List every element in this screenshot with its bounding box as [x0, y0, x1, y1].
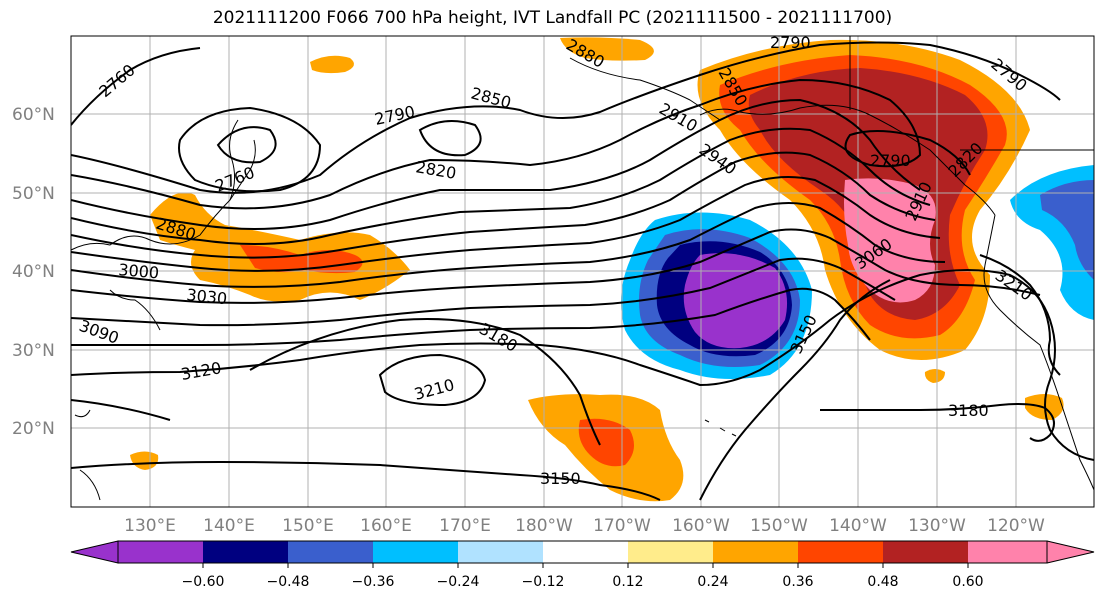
plot-frame [70, 35, 1095, 508]
latitude-label: 40°N [12, 262, 55, 282]
colorbar-tick-label: −0.12 [522, 574, 565, 590]
ivt-region-small-1 [130, 451, 159, 470]
coast-kamchatka [229, 139, 256, 201]
longitude-label: 140°E [203, 516, 255, 536]
longitude-label: 160°E [360, 516, 412, 536]
colorbar-segment [288, 541, 373, 563]
colorbar-tick-label: 0.48 [867, 574, 898, 590]
contour-2790-loop [178, 106, 322, 193]
contour-2790 [71, 41, 1061, 194]
colorbar-tick-label: 0.12 [612, 574, 643, 590]
ivt-region-top [560, 37, 654, 61]
contour-label: 2790 [770, 33, 811, 52]
longitude-label: 130°E [124, 516, 176, 536]
contour-label: 3000 [118, 260, 160, 282]
contour-2910 [71, 151, 936, 259]
colorbar-segment [543, 541, 628, 563]
colorbar-tick-label: 0.60 [952, 574, 983, 590]
colorbar-frame [117, 540, 1048, 564]
colorbar-segment [628, 541, 713, 563]
colorbar-tick-label: −0.48 [267, 574, 310, 590]
coast-hawaii [704, 419, 737, 437]
latitude-label: 20°N [12, 419, 55, 439]
contour-2760-nw [71, 47, 201, 126]
longitude-label: 120°W [987, 516, 1045, 536]
colorbar-tick-label: 0.36 [782, 574, 813, 590]
contour-3060 [71, 257, 896, 327]
contour-3090 [71, 287, 871, 347]
longitude-axis: 130°E 140°E 150°E 160°E 170°E 180°W 170°… [124, 516, 1045, 536]
latitude-label: 50°N [12, 184, 55, 204]
longitude-label: 170°W [593, 516, 651, 536]
contour-2880 [71, 127, 931, 245]
longitude-label: 170°E [439, 516, 491, 536]
contour-2940 [71, 176, 941, 272]
longitude-label: 160°W [672, 516, 730, 536]
longitude-label: 150°E [282, 516, 334, 536]
colorbar-segment [203, 541, 288, 563]
contour-2850 [71, 98, 921, 230]
contour-3150 [71, 279, 891, 501]
coast-north-america [983, 214, 1094, 491]
colorbar-segment [713, 541, 798, 563]
coast-canada-border [849, 36, 1094, 151]
ivt-negative-core [683, 253, 788, 349]
contour-3180 [71, 318, 1055, 446]
map-title: 2021111200 F066 700 hPa height, IVT Land… [212, 8, 893, 28]
colorbar-segment [798, 541, 883, 563]
latitude-label: 30°N [12, 341, 55, 361]
contour-3000 [71, 202, 946, 288]
contour-3030 [71, 228, 1041, 304]
latitude-label: 60°N [12, 105, 55, 125]
colorbar: −0.60 −0.48 −0.36 −0.24 −0.12 0.12 0.24 … [70, 540, 1095, 590]
contour-3120 [71, 269, 1094, 461]
colorbar-segment [883, 541, 968, 563]
ivt-region-west [150, 192, 410, 302]
coast-aleutians [569, 57, 721, 121]
contour-label: 3030 [186, 285, 228, 308]
contour-3210 [378, 254, 1061, 407]
ivt-region-small-2 [924, 369, 945, 383]
colorbar-tick-label: −0.60 [182, 574, 225, 590]
colorbar-tick-label: 0.24 [697, 574, 728, 590]
colorbar-segment [118, 541, 203, 563]
longitude-label: 140°W [829, 516, 887, 536]
ivt-region-nw-blob [310, 55, 354, 74]
contour-low-1 [216, 126, 277, 164]
colorbar-ticks [202, 563, 969, 568]
colorbar-tick-label: −0.24 [437, 574, 480, 590]
longitude-label: 150°W [750, 516, 808, 536]
contour-label: 2790 [870, 151, 911, 170]
colorbar-tick-label: −0.36 [352, 574, 395, 590]
coast-asia [71, 119, 239, 501]
contour-label: 3150 [540, 469, 581, 488]
latitude-axis: 60°N 50°N 40°N 30°N 20°N [12, 105, 55, 439]
contour-label: 3180 [948, 401, 989, 420]
ivt-negative-east-core [1040, 180, 1094, 280]
contour-low-2 [418, 120, 482, 157]
colorbar-low-extension [70, 540, 119, 564]
colorbar-segment [458, 541, 543, 563]
colorbar-high-extension [968, 541, 1094, 563]
colorbar-tip-outline [1046, 540, 1095, 564]
colorbar-segment [373, 541, 458, 563]
longitude-label: 180°W [515, 516, 573, 536]
longitude-label: 130°W [908, 516, 966, 536]
height-contours [71, 41, 1094, 501]
